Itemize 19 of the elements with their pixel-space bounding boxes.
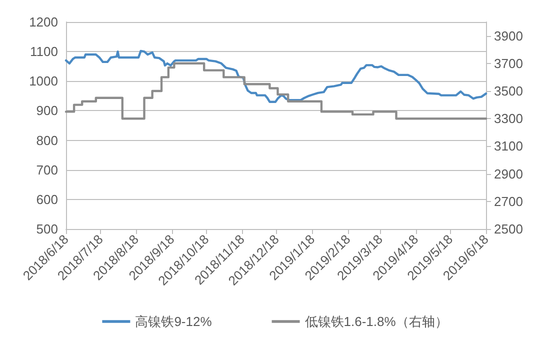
y-tick-label: 500 [36, 222, 58, 236]
y-tick-label: 1100 [30, 44, 58, 60]
legend-label: 低镍铁1.6-1.8%（右轴） [304, 314, 448, 329]
y2-tick-label: 3500 [494, 84, 523, 98]
y-tick-label: 600 [36, 192, 58, 207]
y2-tick-label: 3300 [494, 111, 523, 126]
y2-tick-label: 3700 [494, 56, 523, 71]
y-tick-label: 1200 [29, 14, 58, 30]
y2-tick-label: 2900 [494, 166, 523, 182]
line-series [64, 50, 488, 103]
y2-tick-label: 2500 [494, 222, 523, 236]
y-tick-label: 700 [36, 162, 58, 178]
legend-label: 高镍铁9-12% [135, 314, 212, 329]
y-tick-label: 800 [36, 132, 58, 148]
y2-tick-label: 3100 [494, 138, 523, 154]
y-tick-label: 1000 [29, 74, 58, 89]
y2-tick-label: 2700 [494, 194, 523, 209]
y2-tick-label: 3900 [494, 28, 523, 44]
y-tick-label: 900 [36, 103, 58, 118]
